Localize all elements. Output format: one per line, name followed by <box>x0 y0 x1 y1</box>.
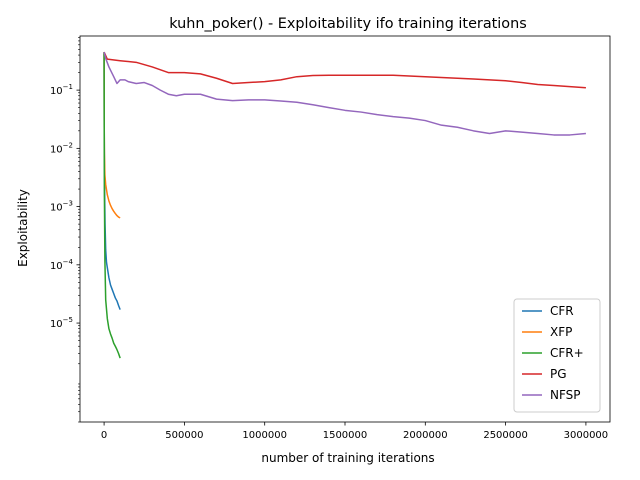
y-tick-label: 10−4 <box>50 258 74 272</box>
x-tick-label: 1000000 <box>242 430 287 441</box>
series-line-xfp <box>103 52 121 219</box>
chart-title: kuhn_poker() - Exploitability ifo traini… <box>169 16 526 32</box>
y-tick-label: 10−1 <box>50 83 73 97</box>
x-tick-label: 3000000 <box>564 430 609 441</box>
x-tick-label: 2000000 <box>403 430 448 441</box>
series-line-pg <box>103 51 586 89</box>
series-line-nfsp <box>103 51 586 136</box>
legend-label-nfsp: NFSP <box>550 388 581 402</box>
series-line-cfr- <box>103 52 121 359</box>
x-tick-label: 1500000 <box>323 430 368 441</box>
y-tick-label: 10−5 <box>50 316 73 330</box>
y-axis: 10−5 10−4 10−3 10−2 10−1 <box>50 37 80 423</box>
x-tick-label: 500000 <box>165 430 203 441</box>
x-tick-label: 2500000 <box>483 430 528 441</box>
x-axis-label: number of training iterations <box>261 451 434 465</box>
x-axis: 0 500000 1000000 1500000 2000000 2500000 30000… <box>101 422 608 441</box>
x-tick-label: 0 <box>101 430 107 441</box>
series-layer <box>103 51 586 359</box>
legend-box <box>513 298 601 413</box>
legend: CFR XFP CFR+ PG NFSP <box>513 298 601 413</box>
legend-label-cfr-: CFR+ <box>550 346 584 360</box>
y-tick-label: 10−3 <box>50 200 73 214</box>
legend-label-pg: PG <box>550 367 567 381</box>
y-tick-label: 10−2 <box>50 141 73 155</box>
legend-label-cfr: CFR <box>550 304 574 318</box>
y-axis-label: Exploitability <box>16 189 30 267</box>
legend-label-xfp: XFP <box>550 325 572 339</box>
series-line-cfr <box>103 52 121 310</box>
